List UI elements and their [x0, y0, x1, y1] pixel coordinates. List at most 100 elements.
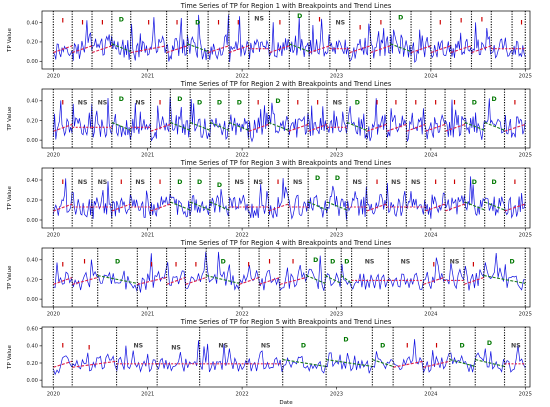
trend-line	[53, 360, 73, 368]
x-tick-label: 2024	[424, 153, 438, 159]
panel-title: Time Series of TP for Region 5 with Brea…	[180, 318, 392, 326]
segment-trend-label: I	[277, 179, 279, 186]
segment-trend-label: I	[520, 20, 522, 27]
trend-line	[268, 121, 289, 131]
x-tick-label: 2024	[424, 392, 438, 398]
trend-line	[326, 359, 373, 367]
trend-line	[53, 123, 73, 132]
tp-series-line	[52, 339, 526, 376]
trend-line	[390, 43, 412, 53]
y-tick-label: 0.40	[26, 178, 38, 184]
y-tick-label: 0.00	[26, 59, 38, 65]
trend-line	[425, 123, 446, 132]
trend-line	[370, 45, 391, 54]
trend-line	[425, 203, 446, 212]
segment-trend-label: NS	[261, 343, 271, 350]
trend-line	[91, 45, 113, 54]
segment-trend-label: D	[315, 175, 320, 182]
trend-line	[504, 123, 526, 132]
trend-line	[289, 43, 310, 53]
segment-trend-label: D	[195, 20, 200, 27]
trend-line	[248, 123, 269, 132]
x-tick-label: 2022	[236, 392, 249, 398]
segment-trend-label: NS	[411, 179, 421, 186]
panel-region-1: Time Series of TP for Region 1 with Brea…	[7, 2, 532, 80]
segment-trend-label: NS	[365, 259, 375, 266]
segment-trend-label: I	[62, 179, 64, 186]
segment-trend-label: D	[217, 182, 222, 189]
segment-trend-label: I	[257, 100, 259, 107]
y-axis-label: TP Value	[7, 185, 13, 210]
segment-trend-label: I	[514, 100, 516, 107]
segment-trend-label: NS	[78, 100, 88, 107]
segment-trend-label: D	[492, 96, 497, 103]
trend-line	[349, 45, 371, 54]
segment-trend-label: D	[492, 179, 497, 186]
segment-trend-label: NS	[401, 259, 411, 266]
segment-trend-label: I	[217, 20, 219, 27]
segment-trend-label: NS	[135, 179, 145, 186]
segment-trend-label: I	[292, 259, 294, 266]
segment-trend-label: I	[406, 343, 408, 350]
trend-line	[372, 359, 394, 367]
segment-trend-label: I	[453, 179, 455, 186]
segment-trend-label: NS	[352, 179, 362, 186]
segment-trend-label: I	[159, 100, 161, 107]
segment-trend-label: I	[481, 17, 483, 24]
segment-trend-label: D	[472, 179, 477, 186]
y-tick-label: 0.00	[26, 218, 38, 224]
x-tick-label: 2021	[141, 392, 154, 398]
plot-area	[52, 168, 526, 228]
tp-series-line	[52, 97, 526, 143]
x-tick-label: 2025	[519, 233, 532, 239]
x-tick-label: 2023	[330, 74, 343, 80]
trend-line	[306, 275, 326, 284]
segment-trend-label: NS	[171, 344, 181, 351]
trend-line	[307, 201, 328, 211]
segment-trend-label: I	[318, 17, 320, 24]
x-tick-label: 2024	[424, 312, 438, 318]
segment-trend-label: NS	[333, 100, 343, 107]
y-tick-label: 0.20	[26, 40, 38, 46]
trend-line	[209, 121, 230, 131]
trend-line	[170, 121, 191, 131]
trend-line	[484, 201, 505, 211]
trend-line	[228, 45, 249, 54]
trend-line	[410, 45, 432, 54]
trend-line	[189, 121, 211, 131]
y-tick-label: 0.60	[26, 327, 38, 333]
x-tick-label: 2024	[424, 74, 438, 80]
segment-trend-label: I	[195, 262, 197, 269]
segment-trend-label: D	[330, 259, 335, 266]
trend-line	[130, 45, 167, 54]
trend-line	[484, 121, 505, 131]
segment-trend-label: I	[380, 20, 382, 27]
axes-frame	[41, 167, 531, 229]
trend-line	[268, 203, 289, 212]
segment-trend-label: I	[120, 179, 122, 186]
segment-trend-label: NS	[293, 179, 303, 186]
segment-trend-label: NS	[254, 16, 264, 23]
y-tick-label: 0.20	[26, 361, 38, 367]
x-tick-label: 2020	[47, 392, 60, 398]
segment-trend-label: I	[83, 259, 85, 266]
segment-trend-label: D	[459, 343, 464, 350]
trend-line	[386, 123, 407, 132]
trend-line	[189, 201, 211, 211]
trend-line	[463, 276, 484, 285]
x-tick-label: 2021	[141, 74, 154, 80]
panel-title: Time Series of TP for Region 2 with Brea…	[180, 80, 392, 88]
trend-line	[185, 276, 207, 285]
panel-title: Time Series of TP for Region 1 with Brea…	[180, 2, 392, 10]
segment-trend-label: D	[275, 98, 280, 105]
y-axis-label: TP Value	[7, 106, 13, 131]
axes-frame	[41, 247, 531, 308]
panel-region-4: Time Series of TP for Region 4 with Brea…	[7, 239, 532, 318]
panel-region-5: Time Series of TP for Region 5 with Brea…	[7, 318, 532, 406]
segment-trend-label: I	[62, 100, 64, 107]
trend-line	[475, 359, 505, 367]
segment-trend-label: I	[279, 20, 281, 27]
x-tick-label: 2022	[236, 233, 249, 239]
segment-trend-label: NS	[450, 259, 460, 266]
trend-line	[366, 203, 387, 212]
